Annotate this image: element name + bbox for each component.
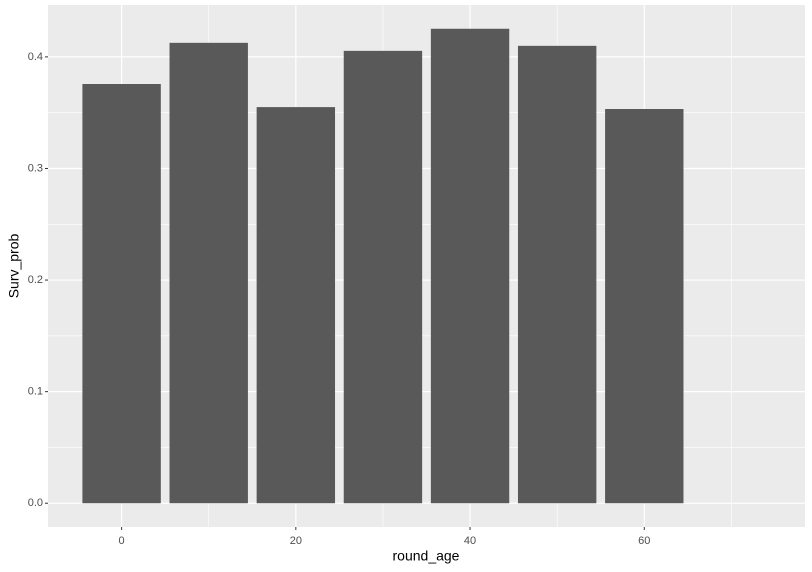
bar	[430, 28, 510, 504]
x-tick-label: 40	[464, 535, 476, 547]
x-tick-label: 0	[119, 535, 125, 547]
x-tick-label: 20	[290, 535, 302, 547]
y-tick-label: 0.0	[28, 497, 43, 509]
x-axis-title: round_age	[393, 548, 460, 564]
y-tick-label: 0.1	[28, 386, 43, 398]
bar	[82, 84, 161, 504]
plot-panel	[48, 5, 805, 527]
bar	[605, 108, 684, 504]
bar	[169, 42, 248, 504]
y-tick-label: 0.2	[28, 274, 43, 286]
bar	[343, 50, 423, 504]
y-tick-label: 0.3	[28, 162, 43, 174]
x-tick-label: 60	[638, 535, 650, 547]
y-tick-label: 0.4	[28, 51, 43, 63]
bar	[517, 45, 597, 504]
y-axis-title: Surv_prob	[6, 233, 22, 298]
bar	[256, 107, 336, 504]
